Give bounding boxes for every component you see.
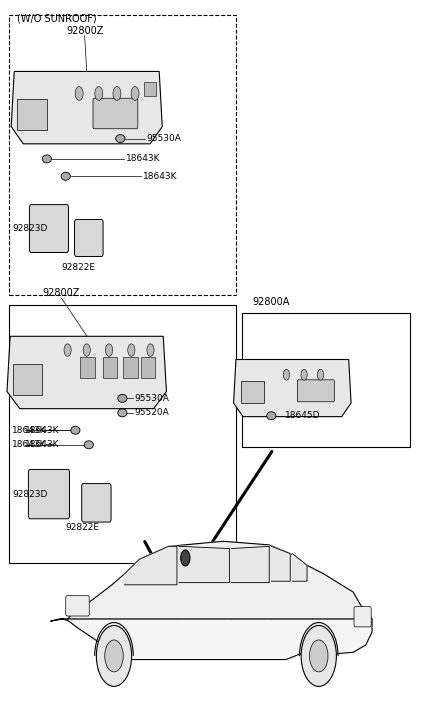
Text: 18643K: 18643K bbox=[25, 426, 59, 435]
FancyBboxPatch shape bbox=[66, 595, 89, 616]
Bar bbox=[103, 357, 117, 377]
Circle shape bbox=[309, 640, 328, 672]
Polygon shape bbox=[292, 553, 307, 581]
Text: 92800Z: 92800Z bbox=[43, 288, 80, 298]
FancyBboxPatch shape bbox=[75, 220, 103, 257]
Text: 92822E: 92822E bbox=[66, 523, 100, 532]
Bar bbox=[123, 357, 138, 377]
Text: 95530A: 95530A bbox=[147, 134, 181, 143]
Polygon shape bbox=[179, 547, 229, 582]
Circle shape bbox=[105, 640, 123, 672]
Text: (W/O SUNROOF): (W/O SUNROOF) bbox=[18, 14, 97, 24]
Circle shape bbox=[64, 344, 71, 356]
Bar bbox=[144, 81, 156, 95]
Circle shape bbox=[301, 625, 336, 686]
Ellipse shape bbox=[61, 172, 70, 180]
Ellipse shape bbox=[71, 426, 80, 434]
Bar bbox=[241, 381, 264, 403]
Circle shape bbox=[317, 369, 324, 380]
Circle shape bbox=[83, 344, 90, 356]
Bar bbox=[9, 15, 236, 294]
Circle shape bbox=[301, 369, 307, 380]
Bar bbox=[242, 313, 410, 447]
Circle shape bbox=[131, 87, 139, 100]
Text: 95530A: 95530A bbox=[134, 394, 169, 403]
Circle shape bbox=[147, 344, 154, 356]
Text: 18645D: 18645D bbox=[285, 411, 321, 420]
Polygon shape bbox=[234, 360, 351, 417]
Text: 18643K—: 18643K— bbox=[13, 426, 56, 435]
Circle shape bbox=[95, 87, 103, 100]
Polygon shape bbox=[11, 71, 162, 144]
FancyBboxPatch shape bbox=[29, 204, 69, 252]
Polygon shape bbox=[125, 547, 177, 585]
Circle shape bbox=[128, 344, 135, 356]
Ellipse shape bbox=[42, 155, 51, 163]
Circle shape bbox=[105, 344, 113, 356]
Bar bbox=[17, 99, 48, 130]
Circle shape bbox=[113, 87, 121, 100]
Polygon shape bbox=[51, 614, 372, 659]
FancyBboxPatch shape bbox=[82, 483, 111, 522]
Text: 18643K: 18643K bbox=[126, 154, 160, 164]
Text: 92823D: 92823D bbox=[13, 489, 48, 499]
Polygon shape bbox=[272, 547, 290, 581]
FancyBboxPatch shape bbox=[28, 470, 69, 519]
FancyBboxPatch shape bbox=[93, 98, 138, 129]
Ellipse shape bbox=[118, 409, 127, 417]
Bar bbox=[13, 364, 42, 395]
Polygon shape bbox=[232, 547, 269, 582]
Ellipse shape bbox=[267, 411, 276, 419]
Text: 92823D: 92823D bbox=[13, 224, 48, 233]
Circle shape bbox=[75, 87, 83, 100]
Circle shape bbox=[283, 369, 290, 380]
Bar bbox=[80, 357, 95, 377]
Circle shape bbox=[181, 550, 190, 566]
Text: 92822E: 92822E bbox=[61, 263, 95, 273]
Text: 18643K—: 18643K— bbox=[13, 441, 56, 449]
Text: 92800A: 92800A bbox=[253, 297, 290, 307]
Polygon shape bbox=[68, 542, 372, 619]
Text: 95520A: 95520A bbox=[134, 409, 169, 417]
Circle shape bbox=[96, 625, 132, 686]
Text: 18643K: 18643K bbox=[143, 172, 177, 181]
FancyBboxPatch shape bbox=[297, 379, 334, 402]
Ellipse shape bbox=[116, 134, 125, 142]
Ellipse shape bbox=[84, 441, 93, 449]
Bar bbox=[9, 305, 236, 563]
Text: 92800Z: 92800Z bbox=[66, 25, 103, 36]
Ellipse shape bbox=[118, 394, 127, 402]
FancyBboxPatch shape bbox=[354, 606, 371, 627]
Polygon shape bbox=[7, 337, 166, 409]
Bar bbox=[141, 357, 155, 377]
Text: 18643K: 18643K bbox=[25, 441, 59, 449]
